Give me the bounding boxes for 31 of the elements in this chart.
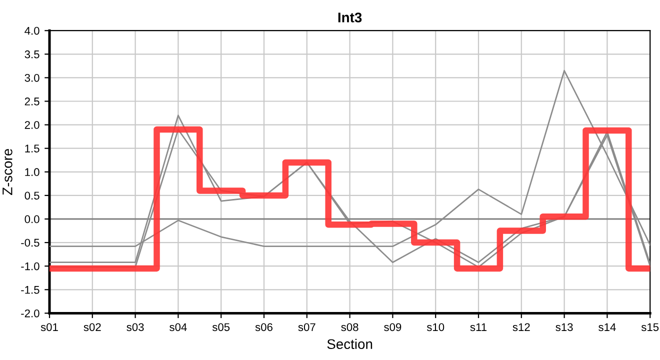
x-axis-title: Section	[327, 338, 372, 350]
x-tick-label: s06	[255, 323, 272, 332]
y-tick-label: 2.5	[24, 98, 40, 106]
y-tick-label: 0.0	[24, 215, 40, 224]
y-tick-label: 3.0	[24, 74, 40, 82]
x-tick-label: s15	[641, 323, 659, 332]
x-tick-label: s03	[126, 323, 144, 332]
y-tick-label: 3.5	[24, 50, 40, 58]
x-tick-label: s05	[212, 323, 230, 332]
y-tick-label: -1.0	[21, 262, 40, 270]
x-tick-label: s01	[40, 323, 58, 332]
chart-title: Int3	[338, 12, 362, 22]
x-tick-label: s13	[556, 323, 573, 332]
x-tick-label: s11	[470, 323, 487, 332]
y-tick-label: 4.0	[24, 26, 40, 35]
x-tick-label: s07	[298, 323, 316, 332]
x-tick-label: s14	[598, 323, 616, 332]
x-tick-label: s08	[341, 323, 358, 332]
y-tick-label: -0.5	[21, 238, 40, 247]
y-tick-label: 0.5	[24, 192, 40, 200]
x-tick-label: s09	[384, 323, 402, 332]
x-tick-label: s04	[170, 323, 187, 332]
y-tick-label: 1.5	[25, 144, 40, 152]
y-tick-label: -2.0	[21, 309, 40, 318]
x-tick-label: s12	[512, 323, 530, 332]
y-axis-title: Z-score	[2, 148, 12, 195]
y-tick-label: 1.0	[25, 168, 40, 176]
y-tick-label: -1.5	[21, 286, 40, 294]
x-tick-label: s10	[426, 323, 444, 332]
x-tick-label: s02	[84, 323, 101, 332]
y-tick-label: 2.0	[24, 121, 40, 129]
